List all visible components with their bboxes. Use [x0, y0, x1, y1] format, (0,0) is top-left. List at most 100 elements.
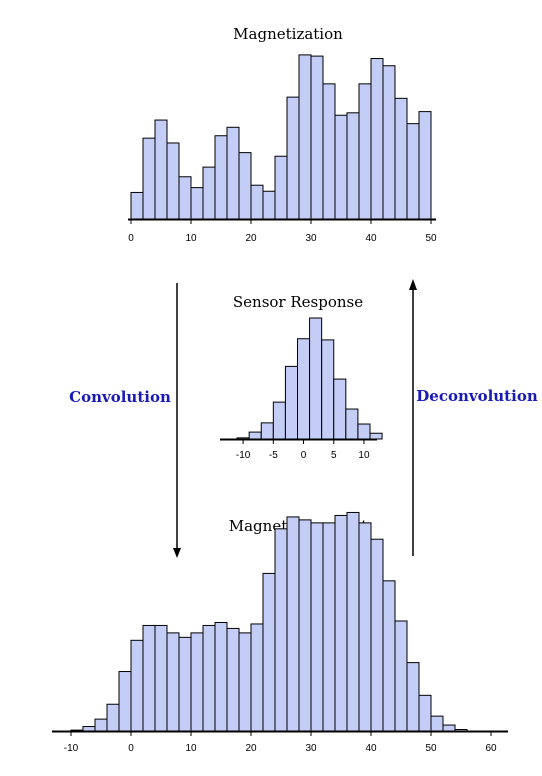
magnetization-tick-label: 0 — [128, 233, 134, 244]
magnetic-moment-bar — [130, 639, 144, 732]
magnetic-moment-tick-label: 0 — [128, 743, 134, 754]
sensor-response-tick-label: 5 — [331, 450, 337, 461]
magnetization-tick-label: 30 — [305, 233, 317, 244]
deconvolution-label: Deconvolution — [416, 387, 538, 405]
magnetization-bar — [274, 155, 288, 220]
sensor-response-bar — [369, 432, 383, 440]
sensor-response-chart: Sensor Response -10 -5 0 5 10 — [220, 293, 383, 461]
magnetization-ticks: 0 10 20 30 40 50 — [128, 220, 437, 244]
magnetization-bar — [142, 137, 156, 220]
magnetic-moment-bar — [394, 620, 408, 732]
magnetization-bar — [226, 126, 240, 220]
magnetization-chart: Magnetization 0 10 20 30 40 50 — [128, 25, 437, 244]
magnetic-moment-tick-label: -10 — [64, 743, 79, 754]
magnetization-bar — [334, 114, 348, 220]
magnetization-tick-label: 20 — [245, 233, 257, 244]
magnetization-bar — [130, 191, 144, 220]
convolution-label: Convolution — [69, 388, 171, 406]
magnetic-moment-tick-label: 10 — [185, 743, 197, 754]
sensor-response-ticks: -10 -5 0 5 10 — [236, 440, 370, 461]
magnetization-tick-label: 50 — [425, 233, 437, 244]
magnetic-moment-bar — [274, 528, 288, 732]
magnetic-moment-bar — [262, 572, 276, 732]
magnetic-moment-bar — [418, 694, 432, 732]
magnetization-bar — [178, 176, 192, 220]
sensor-response-tick-label: 10 — [358, 450, 370, 461]
magnetic-moment-bar — [322, 522, 336, 732]
magnetic-moment-bar — [238, 632, 252, 732]
magnetic-moment-bar — [214, 621, 228, 732]
magnetization-bar — [250, 184, 264, 220]
magnetic-moment-bar — [382, 580, 396, 732]
magnetization-bar — [214, 135, 228, 220]
sensor-response-bar — [321, 339, 335, 440]
magnetization-bar — [190, 187, 204, 220]
magnetization-bar — [202, 166, 216, 220]
convolution-arrow — [173, 283, 181, 558]
sensor-response-title: Sensor Response — [233, 293, 363, 311]
magnetic-moment-bar — [430, 715, 444, 732]
magnetization-bars — [130, 54, 432, 220]
sensor-response-tick-label: -5 — [269, 450, 278, 461]
magnetic-moment-bar — [178, 636, 192, 732]
magnetic-moment-tick-label: 30 — [305, 743, 317, 754]
sensor-response-bar — [297, 338, 311, 440]
magnetization-title: Magnetization — [233, 25, 343, 43]
magnetization-bar — [262, 190, 276, 220]
arrow-down-icon — [173, 548, 181, 558]
sensor-response-tick-label: -10 — [236, 450, 251, 461]
sensor-response-bar — [333, 378, 347, 440]
magnetic-moment-tick-label: 60 — [485, 743, 497, 754]
magnetization-bar — [406, 123, 420, 220]
sensor-response-bar — [345, 408, 359, 440]
magnetic-moment-tick-label: 50 — [425, 743, 437, 754]
magnetic-moment-bar — [226, 627, 240, 732]
sensor-response-bars — [236, 317, 383, 440]
magnetic-moment-bar — [346, 511, 360, 732]
magnetic-moment-bar — [118, 671, 132, 732]
magnetic-moment-bar — [106, 703, 120, 732]
magnetic-moment-bar — [310, 522, 324, 732]
magnetization-tick-label: 10 — [185, 233, 197, 244]
magnetization-bar — [370, 58, 384, 220]
magnetic-moment-bar — [358, 522, 372, 732]
magnetic-moment-bar — [298, 519, 312, 732]
sensor-response-tick-label: 0 — [301, 450, 307, 461]
magnetization-bar — [154, 119, 168, 220]
magnetic-moment-bar — [370, 538, 384, 732]
deconvolution-arrow — [409, 279, 417, 556]
magnetization-bar — [346, 112, 360, 220]
magnetic-moment-bar — [94, 718, 108, 732]
magnetic-moment-bar — [406, 662, 420, 732]
magnetization-bar — [310, 55, 324, 220]
sensor-response-bar — [260, 422, 274, 440]
magnetic-moment-bar — [166, 632, 180, 732]
magnetic-moment-bar — [82, 726, 96, 732]
magnetic-moment-bar — [190, 632, 204, 732]
magnetization-tick-label: 40 — [365, 233, 377, 244]
magnetic-moment-bars — [70, 511, 468, 732]
arrow-up-icon — [409, 279, 417, 290]
magnetic-moment-bar — [442, 724, 456, 732]
magnetization-bar — [418, 111, 432, 220]
magnetic-moment-tick-label: 40 — [365, 743, 377, 754]
magnetic-moment-bar — [154, 624, 168, 732]
magnetic-moment-bar — [202, 624, 216, 732]
magnetic-moment-bar — [250, 623, 264, 732]
magnetic-moment-bar — [142, 624, 156, 732]
magnetization-bar — [238, 152, 252, 220]
magnetization-bar — [166, 142, 180, 220]
sensor-response-bar — [272, 401, 286, 440]
magnetization-bar — [322, 83, 336, 220]
sensor-response-bar — [284, 365, 299, 440]
magnetization-bar — [394, 97, 408, 220]
sensor-response-bar — [248, 431, 262, 440]
magnetic-moment-bar — [286, 516, 300, 732]
magnetic-moment-tick-label: 20 — [245, 743, 257, 754]
magnetization-bar — [286, 96, 300, 220]
sensor-response-bar — [309, 317, 323, 440]
magnetization-bar — [382, 65, 396, 220]
sensor-response-bar — [357, 423, 371, 440]
